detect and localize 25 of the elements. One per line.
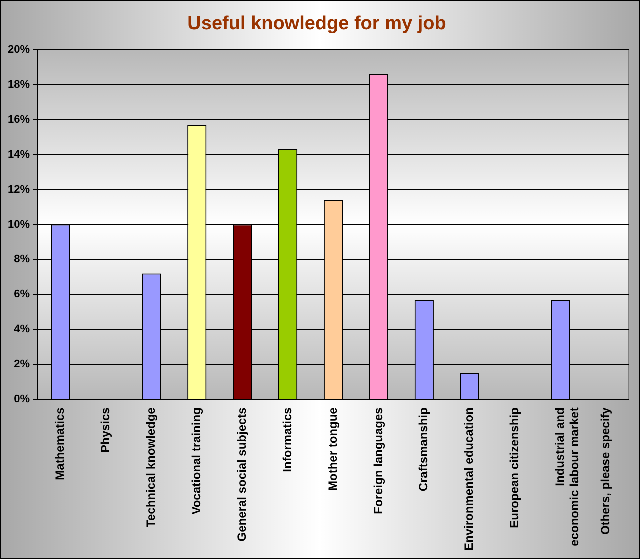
- x-tick-label: European citizenship: [508, 408, 522, 528]
- y-tick-label: 6%: [14, 288, 30, 301]
- x-tick-label: Mathematics: [53, 407, 68, 480]
- x-tick-label: Craftsmanship: [416, 408, 431, 492]
- y-tick-label: 0%: [14, 394, 30, 406]
- y-tick-label: 12%: [8, 184, 30, 196]
- x-tick-label: Mother tongue: [326, 407, 340, 491]
- y-tick-label: 4%: [14, 324, 30, 336]
- x-tick-label: Technical knowledge: [144, 407, 158, 528]
- x-tick-label: Environmental education: [462, 408, 476, 552]
- y-tick-label: 20%: [8, 44, 30, 56]
- chart-title: Useful knowledge for my job: [188, 14, 446, 35]
- y-tick-label: 2%: [14, 358, 30, 371]
- x-tick-label: Industrial and economic labour market: [553, 408, 582, 546]
- x-tick-label: Physics: [98, 407, 113, 454]
- x-tick-label: Vocational training: [189, 408, 204, 515]
- x-tick-label: General social subjects: [234, 407, 249, 542]
- y-tick-label: 8%: [14, 254, 30, 266]
- x-tick-label: Others, please specify: [598, 407, 613, 536]
- x-tick-label: Informatics: [280, 407, 294, 472]
- x-tick-label: Foreign languages: [371, 407, 386, 514]
- y-tick-label: 18%: [8, 78, 30, 91]
- y-tick-label: 14%: [8, 148, 30, 161]
- y-tick-label: 10%: [8, 218, 30, 231]
- y-tick-label: 16%: [8, 114, 30, 126]
